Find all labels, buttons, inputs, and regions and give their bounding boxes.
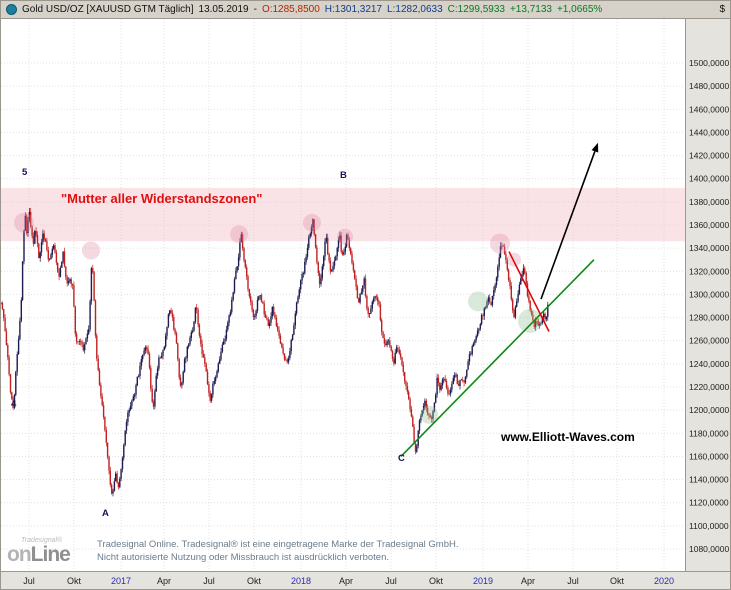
elliott-wave-label: A — [102, 508, 109, 519]
x-axis-tick-label: Okt — [67, 576, 82, 586]
highlight-circle — [230, 225, 248, 244]
x-axis-tick-label: Apr — [339, 576, 353, 586]
quote-low: L:1282,0633 — [387, 4, 443, 15]
y-axis-background — [685, 19, 730, 589]
quote-high: H:1301,3217 — [324, 4, 383, 15]
highlight-circle — [507, 252, 521, 267]
instrument-name: Gold USD/OZ [XAUUSD GTM Täglich] — [22, 4, 194, 15]
logo-brand-text: Tradesignal® — [21, 537, 63, 544]
disclaimer-text: Tradesignal Online. Tradesignal® ist ein… — [97, 538, 459, 564]
highlight-circle — [518, 309, 542, 333]
logo-wordmark: onLine — [7, 543, 71, 566]
y-axis-tick-label: 1140,0000 — [689, 475, 729, 485]
x-axis-tick-label: 2017 — [111, 576, 131, 586]
tradesignal-logo: Tradesignal® onLine — [7, 537, 71, 566]
candles-down-bodies — [1, 211, 546, 494]
disclaimer-line-2: Nicht autorisierte Nutzung oder Missbrau… — [97, 552, 389, 563]
logo-on-text: on — [7, 543, 32, 566]
y-axis-tick-label: 1420,0000 — [689, 151, 729, 161]
highlight-circle — [14, 212, 34, 233]
projection-arrow-head — [591, 142, 599, 153]
y-axis-tick-label: 1300,0000 — [689, 289, 729, 299]
chart-titlebar: Gold USD/OZ [XAUUSD GTM Täglich] 13.05.2… — [1, 1, 730, 19]
y-axis-tick-label: 1400,0000 — [689, 174, 729, 184]
y-axis-tick-label: 1320,0000 — [689, 266, 729, 276]
quote-change-abs: +13,7133 — [509, 4, 552, 15]
logo-line-text: Line — [30, 543, 71, 566]
x-axis-tick-label: Jul — [203, 576, 215, 586]
x-axis-tick-label: Apr — [521, 576, 535, 586]
x-axis-tick-label: Apr — [157, 576, 171, 586]
candles-up-bodies — [1, 211, 549, 494]
y-axis-tick-label: 1500,0000 — [689, 58, 729, 68]
x-axis-background — [1, 571, 730, 589]
y-axis-tick-label: 1380,0000 — [689, 197, 729, 207]
price-chart[interactable]: 1500,0000 1480,0000 1460,0000 1440,0000 1420… — [1, 19, 731, 590]
disclaimer-line-1: Tradesignal Online. Tradesignal® ist ein… — [97, 539, 459, 550]
y-axis-tick-label: 1220,0000 — [689, 382, 729, 392]
x-axis-tick-label: Okt — [610, 576, 625, 586]
quote-open: O:1285,8500 — [261, 4, 320, 15]
x-axis-tick-label: Okt — [247, 576, 262, 586]
highlight-circle — [468, 291, 488, 312]
quote-date: 13.05.2019 — [198, 4, 249, 15]
y-axis-tick-label: 1360,0000 — [689, 220, 729, 230]
x-axis-tick-label: 2020 — [654, 576, 674, 586]
y-axis-tick-label: 1280,0000 — [689, 313, 729, 323]
highlight-circle — [337, 228, 353, 245]
website-annotation: www.Elliott-Waves.com — [501, 430, 635, 444]
instrument-chart-icon — [6, 4, 17, 15]
y-axis-tick-label: 1080,0000 — [689, 544, 729, 554]
red-downtrend-line — [508, 251, 550, 332]
elliott-wave-label: 5 — [22, 167, 28, 178]
y-axis-tick-label: 1160,0000 — [689, 451, 729, 461]
y-axis-tick-label: 1340,0000 — [689, 243, 729, 253]
quote-close: C:1299,5933 — [447, 4, 505, 15]
x-axis-tick-label: Jul — [23, 576, 35, 586]
y-axis-tick-label: 1440,0000 — [689, 127, 729, 137]
title-separator: - — [253, 4, 257, 15]
y-axis-tick-label: 1480,0000 — [689, 81, 729, 91]
y-axis-tick-label: 1100,0000 — [689, 521, 729, 531]
resistance-zone-annotation: "Mutter aller Widerstandszonen" — [61, 191, 263, 206]
quote-change-pct: +1,0665% — [556, 4, 603, 15]
y-axis-tick-label: 1180,0000 — [689, 428, 729, 438]
y-axis-tick-label: 1460,0000 — [689, 104, 729, 114]
projection-arrow-line — [540, 151, 596, 300]
x-axis-tick-label: Okt — [429, 576, 444, 586]
y-axis-tick-label: 1260,0000 — [689, 336, 729, 346]
elliott-wave-label: B — [340, 170, 347, 181]
green-uptrend-line — [400, 259, 595, 457]
x-axis-tick-label: 2018 — [291, 576, 311, 586]
y-axis-tick-label: 1240,0000 — [689, 359, 729, 369]
highlight-circle — [82, 241, 100, 260]
highlight-circle — [490, 233, 510, 254]
highlight-circle — [303, 213, 321, 232]
y-axis-tick-label: 1120,0000 — [689, 498, 729, 508]
x-axis-tick-label: 2019 — [473, 576, 493, 586]
elliott-wave-label: 4 — [11, 399, 17, 410]
elliott-wave-label: C — [398, 453, 405, 464]
x-axis-tick-label: Jul — [567, 576, 579, 586]
y-axis-tick-label: 1200,0000 — [689, 405, 729, 415]
highlight-circle — [420, 405, 438, 424]
x-axis-tick-label: Jul — [385, 576, 397, 586]
axis-currency-symbol: $ — [719, 4, 725, 15]
